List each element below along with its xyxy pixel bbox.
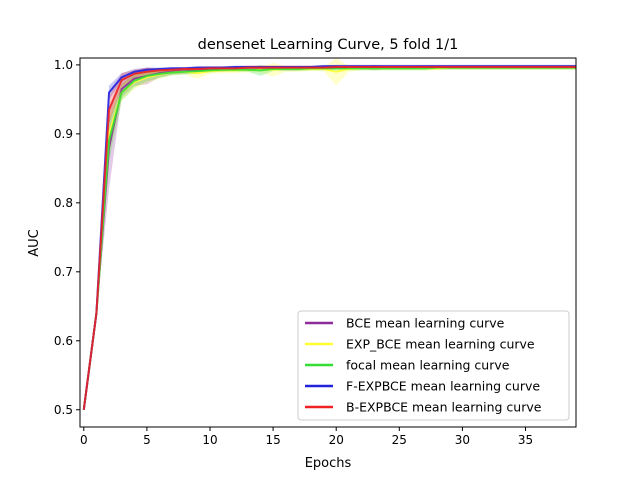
x-axis-label: Epochs [305,456,352,471]
x-tick-label: 20 [329,433,344,447]
legend: BCE mean learning curve EXP_BCE mean lear… [297,310,570,421]
legend-label: B-EXPBCE mean learning curve [346,400,542,415]
plot-area [82,58,576,410]
y-axis-label: AUC [27,229,42,257]
legend-label: BCE mean learning curve [346,316,505,331]
legend-label: EXP_BCE mean learning curve [346,337,535,352]
x-tick-label: 25 [392,433,407,447]
legend-label: F-EXPBCE mean learning curve [346,379,540,394]
legend-label: focal mean learning curve [346,358,510,373]
plot-frame [79,57,577,428]
y-tick-label: 0.9 [54,127,73,141]
series-4-line [82,65,576,410]
x-tick-label: 0 [80,433,88,447]
x-tick-label: 35 [518,433,533,447]
x-axis: 0 5 10 15 20 25 30 35 [80,427,533,447]
y-tick-label: 0.8 [54,196,73,210]
y-axis: 0.5 0.6 0.7 0.8 0.9 1.0 [54,58,80,417]
y-tick-label: 0.5 [54,403,73,417]
x-tick-label: 10 [202,433,217,447]
x-tick-label: 30 [455,433,470,447]
chart-title: densenet Learning Curve, 5 fold 1/1 [198,37,459,53]
mean-curves [82,65,576,410]
legend-entries: BCE mean learning curve EXP_BCE mean lear… [305,316,542,415]
y-tick-label: 1.0 [54,58,73,72]
x-tick-label: 15 [265,433,280,447]
x-tick-label: 5 [143,433,151,447]
legend-box [297,310,570,421]
y-tick-label: 0.7 [54,265,73,279]
y-tick-label: 0.6 [54,334,73,348]
